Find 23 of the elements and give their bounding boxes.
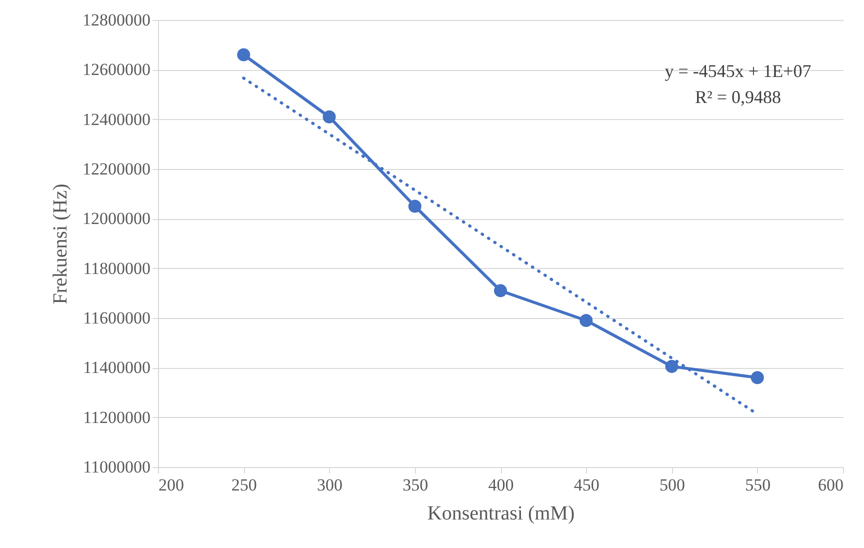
annotation: y = -4545x + 1E+07 <box>664 61 812 81</box>
y-tick-label: 11400000 <box>83 358 150 378</box>
x-tick-label: 400 <box>488 476 514 494</box>
x-tick-label: 450 <box>574 476 600 494</box>
y-tick-label: 11600000 <box>83 308 150 328</box>
x-tick-label: 600 <box>818 476 844 494</box>
x-tick-label: 300 <box>317 476 342 494</box>
annotation: R² = 0,9488 <box>694 87 782 107</box>
x-tick-label: 500 <box>660 476 685 494</box>
x-tick-label: 250 <box>231 476 257 494</box>
y-tick-label: 12000000 <box>82 209 150 228</box>
y-tick-label: 11000000 <box>83 458 150 476</box>
y-axis-title: Frekuensi (Hz) <box>50 184 72 304</box>
y-tick-label: 12200000 <box>82 160 150 178</box>
y-tick-label: 11800000 <box>83 258 150 278</box>
y-tick-label: 12800000 <box>82 10 150 30</box>
y-tick-label: 12400000 <box>82 110 150 129</box>
y-tick-label: 11200000 <box>83 408 150 427</box>
x-tick-label: 200 <box>158 476 184 494</box>
x-axis-title: Konsentrasi (mM) <box>427 502 575 524</box>
x-tick-label: 350 <box>402 476 428 494</box>
x-tick-label: 550 <box>745 476 771 494</box>
y-tick-label: 12600000 <box>82 60 150 80</box>
